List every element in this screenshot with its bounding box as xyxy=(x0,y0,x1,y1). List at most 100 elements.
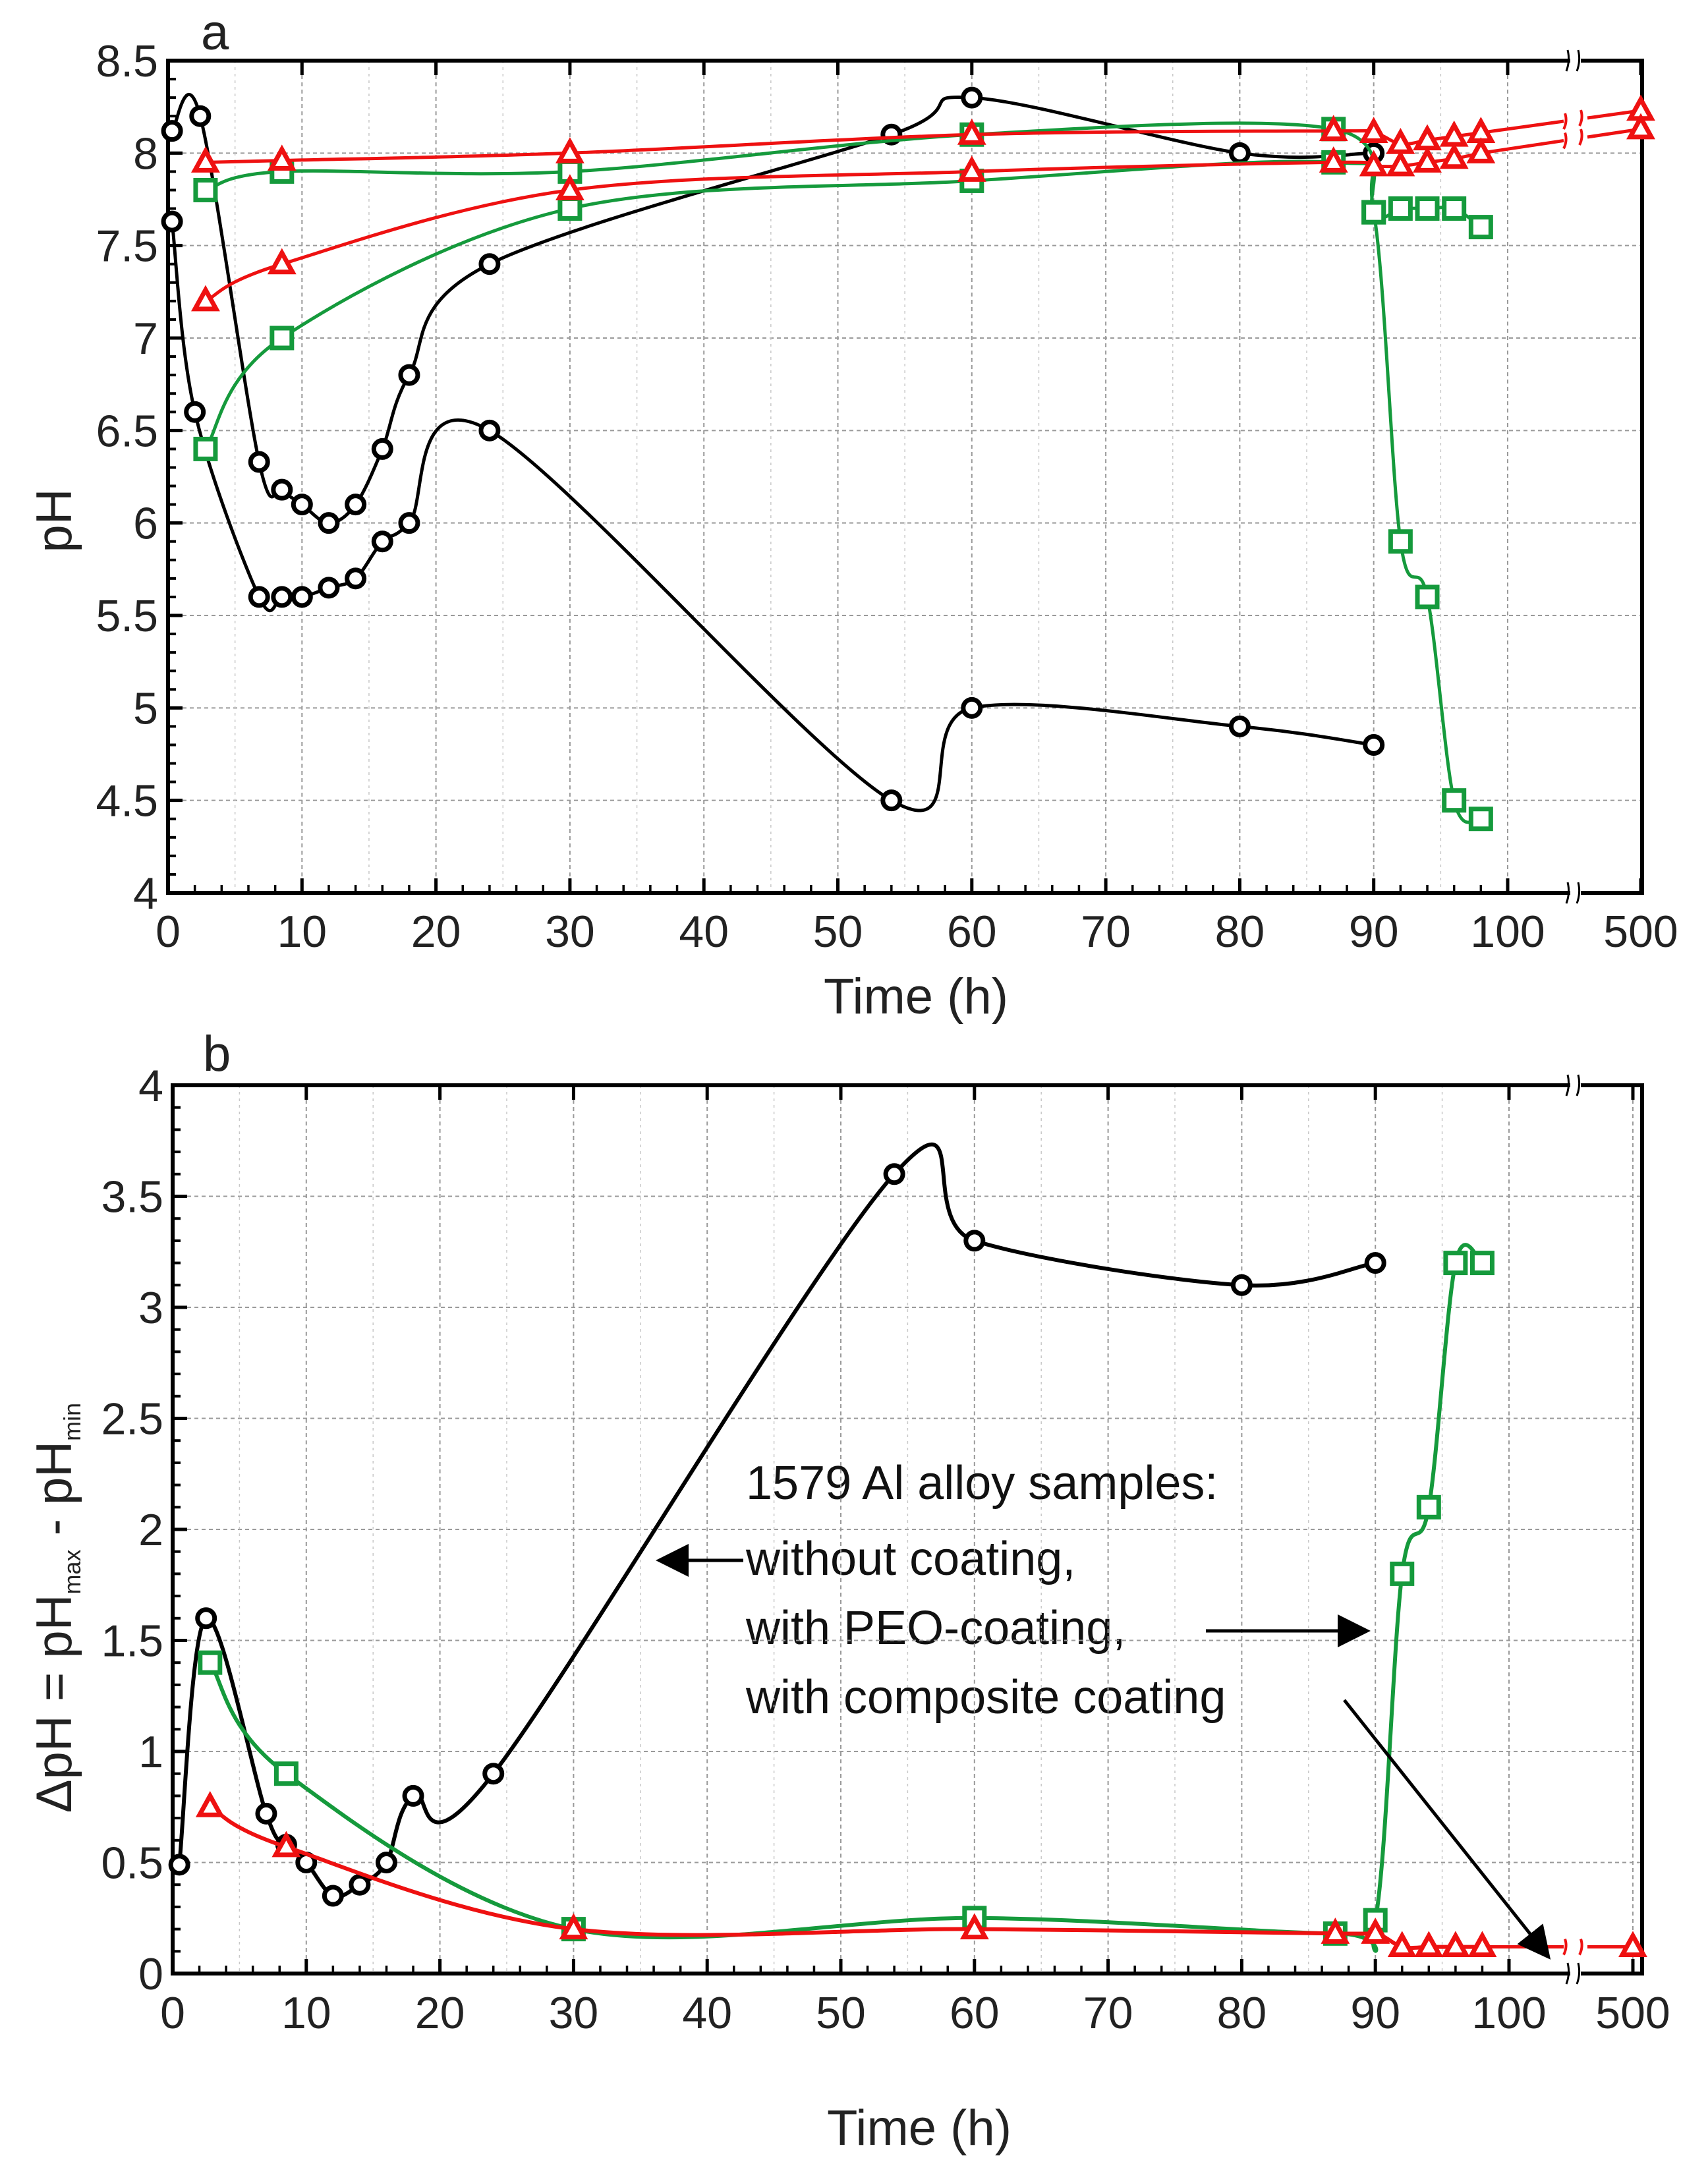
x-tick-label: 60 xyxy=(947,907,997,957)
grid xyxy=(173,1085,1642,1974)
data-point xyxy=(193,177,218,202)
data-point xyxy=(322,1885,344,1907)
series-line xyxy=(209,1805,1483,1950)
y-tick-label: 4 xyxy=(133,868,158,919)
x-tick-label: 50 xyxy=(816,1988,866,2038)
panel-b-letter: b xyxy=(203,1026,231,1082)
axis-break-top xyxy=(1565,1074,1581,1096)
data-point xyxy=(1626,113,1655,140)
data-point xyxy=(957,119,986,145)
panel-b-xlabel: Time (h) xyxy=(827,2100,1011,2156)
series-a-1 xyxy=(161,210,1385,812)
series-line xyxy=(171,93,1374,525)
panel-b-ylabel: ΔpH = pHmax - pHmin xyxy=(26,1403,86,1813)
x-tick-label: 0 xyxy=(160,1988,185,2038)
data-point xyxy=(318,577,340,599)
data-point xyxy=(1388,196,1413,221)
x-tick-label: 100 xyxy=(1471,1988,1546,2038)
data-point xyxy=(1413,146,1442,173)
data-point xyxy=(273,1761,299,1786)
data-point xyxy=(1363,733,1385,756)
data-point xyxy=(1359,150,1388,177)
data-point xyxy=(1440,1931,1470,1958)
series-a-0 xyxy=(161,86,1385,534)
data-point xyxy=(1439,142,1469,169)
data-point xyxy=(1390,1561,1415,1586)
x-tick-label: 500 xyxy=(1595,1988,1670,2038)
data-point xyxy=(161,210,183,233)
x-tick-label: 70 xyxy=(1081,907,1131,957)
x-tick-label: 10 xyxy=(281,1988,331,2038)
data-point xyxy=(371,438,393,460)
arrow-composite-coating xyxy=(1343,1699,1551,1960)
x-tick-label: 40 xyxy=(679,907,729,957)
annotation-composite-coating: with composite coating xyxy=(745,1671,1226,1724)
y-tick-label: 3 xyxy=(138,1283,163,1333)
x-tick-label: 90 xyxy=(1350,1988,1400,2038)
data-point xyxy=(1442,788,1467,813)
y-tick-label: 8 xyxy=(133,128,158,179)
annotation-without-coating: without coating, xyxy=(745,1533,1075,1585)
data-point xyxy=(371,530,393,553)
data-point xyxy=(1361,1918,1390,1944)
ylabel-sub-min: min xyxy=(59,1403,86,1441)
series-break-mark xyxy=(1562,109,1583,130)
ticks xyxy=(171,1083,1635,1975)
data-point xyxy=(255,1802,277,1825)
axis-break-top xyxy=(1565,49,1581,72)
axis-break-bottom xyxy=(1565,1962,1581,1985)
series-b-2 xyxy=(195,1791,1647,1958)
x-tick-label: 10 xyxy=(277,907,327,957)
data-point xyxy=(959,1913,989,1940)
data-point xyxy=(1321,1918,1350,1944)
y-tick-label: 2.5 xyxy=(101,1394,163,1444)
data-point xyxy=(270,326,295,351)
data-point xyxy=(291,586,313,608)
data-point xyxy=(402,1784,424,1807)
data-point xyxy=(195,1791,225,1817)
data-point xyxy=(1388,529,1413,554)
data-point xyxy=(189,105,212,127)
data-point xyxy=(961,86,983,109)
series-a-5 xyxy=(190,113,1655,312)
series-break-mark xyxy=(1562,128,1583,150)
data-point xyxy=(1361,200,1386,225)
data-point xyxy=(345,567,367,590)
data-point xyxy=(883,1163,905,1185)
data-point xyxy=(398,512,420,534)
data-point xyxy=(267,144,297,171)
data-point xyxy=(1414,1931,1444,1958)
y-tick-label: 0.5 xyxy=(101,1838,163,1889)
x-tick-label: 500 xyxy=(1603,907,1678,957)
x-tick-label: 20 xyxy=(411,907,461,957)
data-point xyxy=(1416,1494,1441,1520)
x-tick-label: 80 xyxy=(1215,907,1265,957)
ylabel-part-2: - pH xyxy=(26,1441,82,1550)
y-tick-label: 1 xyxy=(138,1727,163,1777)
data-point xyxy=(478,419,501,441)
data-point xyxy=(555,137,584,163)
legend-annotation: 1579 Al alloy samples: without coating, … xyxy=(745,1457,1226,1724)
series-a-4 xyxy=(190,94,1655,173)
x-tick-label: 20 xyxy=(415,1988,465,2038)
y-tick-label: 6 xyxy=(133,499,158,549)
data-point xyxy=(1364,1252,1386,1274)
data-point xyxy=(1319,115,1348,142)
annotation-arrows xyxy=(656,1544,1551,1960)
data-point xyxy=(1319,146,1348,173)
series-line xyxy=(204,151,1481,303)
panel-a-chart: a Time (h) pH 4 4.5 5 5.5 6 6.5 7 7.5 8 8.5 0 10 20 3… xyxy=(26,5,1678,1025)
annotation-title: 1579 Al alloy samples: xyxy=(746,1457,1218,1510)
series-line-to-break xyxy=(1480,119,1564,134)
data-point xyxy=(267,248,297,275)
data-point xyxy=(318,512,340,534)
x-tick-label: 40 xyxy=(682,1988,732,2038)
y-tick-label: 5 xyxy=(133,683,158,733)
data-point xyxy=(271,586,293,608)
data-point xyxy=(1468,807,1493,832)
data-point xyxy=(478,253,501,275)
data-point xyxy=(271,478,293,501)
data-point xyxy=(1415,196,1440,221)
ylabel-part-1: ΔpH = pH xyxy=(26,1595,82,1813)
